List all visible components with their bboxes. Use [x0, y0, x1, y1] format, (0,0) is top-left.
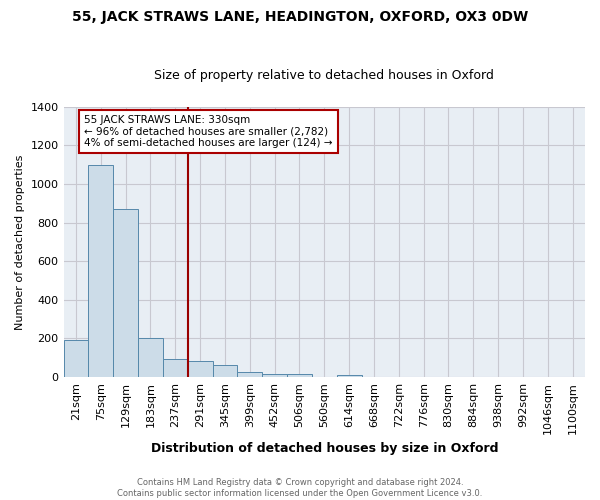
Bar [337, 374, 362, 377]
Bar [188, 362, 212, 377]
Bar [113, 209, 138, 377]
Title: Size of property relative to detached houses in Oxford: Size of property relative to detached ho… [154, 69, 494, 82]
Bar [138, 338, 163, 377]
Bar [64, 340, 88, 377]
Text: 55 JACK STRAWS LANE: 330sqm
← 96% of detached houses are smaller (2,782)
4% of s: 55 JACK STRAWS LANE: 330sqm ← 96% of det… [85, 115, 333, 148]
Text: 55, JACK STRAWS LANE, HEADINGTON, OXFORD, OX3 0DW: 55, JACK STRAWS LANE, HEADINGTON, OXFORD… [72, 10, 528, 24]
Bar [287, 374, 312, 377]
Text: Contains HM Land Registry data © Crown copyright and database right 2024.
Contai: Contains HM Land Registry data © Crown c… [118, 478, 482, 498]
Bar [88, 164, 113, 377]
Y-axis label: Number of detached properties: Number of detached properties [15, 154, 25, 330]
Bar [212, 366, 238, 377]
X-axis label: Distribution of detached houses by size in Oxford: Distribution of detached houses by size … [151, 442, 498, 455]
Bar [238, 372, 262, 377]
Bar [163, 358, 188, 377]
Bar [262, 374, 287, 377]
